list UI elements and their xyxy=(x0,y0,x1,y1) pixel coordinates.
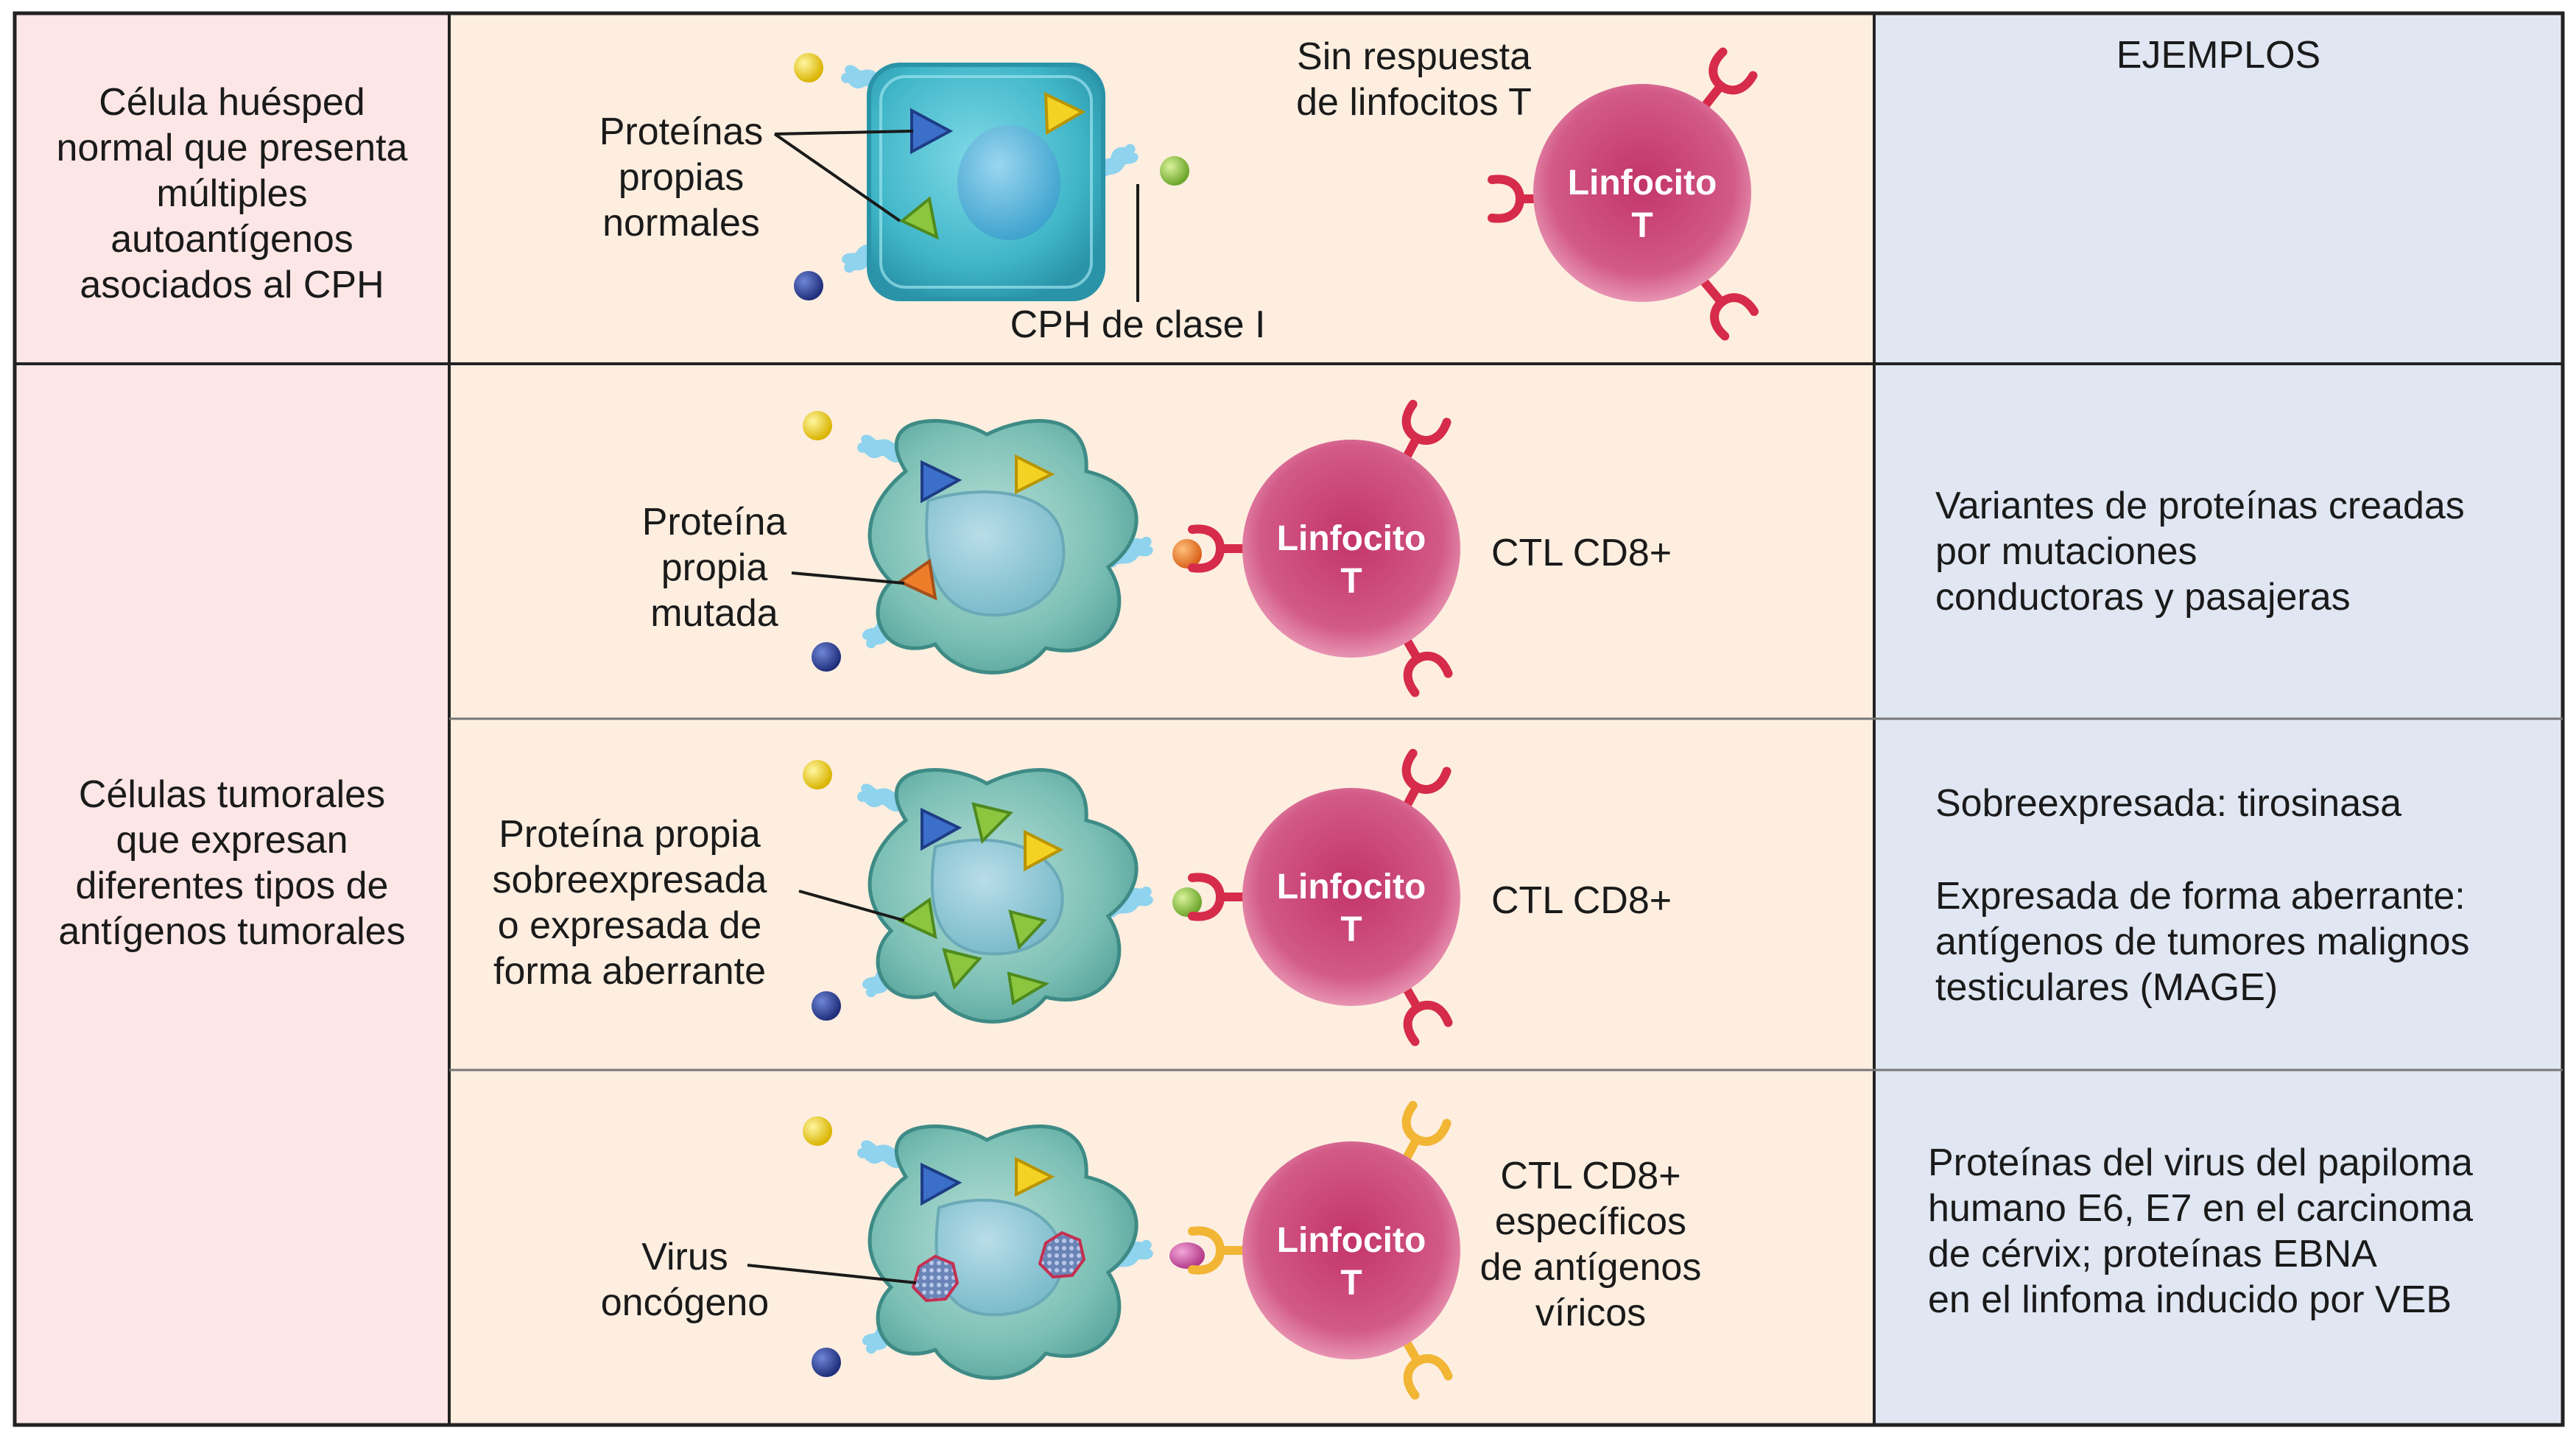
left-column-bg xyxy=(15,13,449,1425)
t-cell-label-viral: Linfocito T xyxy=(1276,1221,1426,1303)
examples-header: EJEMPLOS xyxy=(2116,34,2321,77)
virus-particle-1 xyxy=(911,1254,960,1303)
t-cell-label-overexpressed: Linfocito T xyxy=(1276,867,1426,949)
virus-particle-2 xyxy=(1038,1231,1086,1279)
t-cell-ctl-3 xyxy=(1192,1105,1460,1395)
t-cell-ctl-2 xyxy=(1192,753,1460,1042)
label-oncogenic-virus: Virus oncógeno xyxy=(600,1236,770,1324)
label-overexpressed-protein: Proteína propia sobreexpresada o expresa… xyxy=(492,813,767,993)
example-overexpressed-2: Expresada de forma aberrante: antígenos … xyxy=(1935,875,2470,1009)
peptide-yellow xyxy=(1044,91,1086,135)
label-normal-proteins: Proteínas propias normales xyxy=(599,110,764,244)
t-cell-ctl-1 xyxy=(1192,404,1460,693)
ctl-label-viral: CTL CD8+ específicos de antígenos vírico… xyxy=(1479,1155,1702,1334)
example-overexpressed-1: Sobreexpresada: tirosinasa xyxy=(1935,782,2402,825)
normal-host-cell xyxy=(773,53,1189,302)
peptide-green xyxy=(899,196,939,240)
mhc-peptide-navy xyxy=(794,271,823,300)
label-no-t-response: Sin respuesta de linfocitos T xyxy=(1296,35,1532,124)
row-label-tumor: Células tumorales que expresan diferente… xyxy=(58,773,406,953)
label-mutated-protein: Proteína propia mutada xyxy=(641,501,787,635)
example-mutated: Variantes de proteínas creadas por mutac… xyxy=(1935,485,2465,619)
t-cell-body xyxy=(1533,84,1751,302)
t-cell-label-mutated: Linfocito T xyxy=(1276,519,1426,601)
ctl-label-mutated: CTL CD8+ xyxy=(1491,532,1672,574)
tumor-cell-mutated xyxy=(791,411,1202,675)
t-cell-label-normal: Linfocito T xyxy=(1567,163,1717,245)
example-viral: Proteínas del virus del papiloma humano … xyxy=(1928,1141,2473,1321)
tumor-cell-overexpressed xyxy=(798,760,1202,1024)
tumor-cell-viral xyxy=(747,1116,1205,1380)
mhc-peptide-green xyxy=(1160,156,1189,186)
normal-cell-nucleus xyxy=(957,125,1060,240)
peptide-mutated-orange xyxy=(896,558,937,601)
normal-t-cell xyxy=(1492,52,1755,337)
label-mhc-class-i: CPH de clase I xyxy=(1010,303,1266,346)
mhc-peptide-yellow xyxy=(794,53,823,82)
row-label-normal: Célula huésped normal que presenta múlti… xyxy=(56,81,408,306)
ctl-label-overexpressed: CTL CD8+ xyxy=(1491,879,1672,922)
